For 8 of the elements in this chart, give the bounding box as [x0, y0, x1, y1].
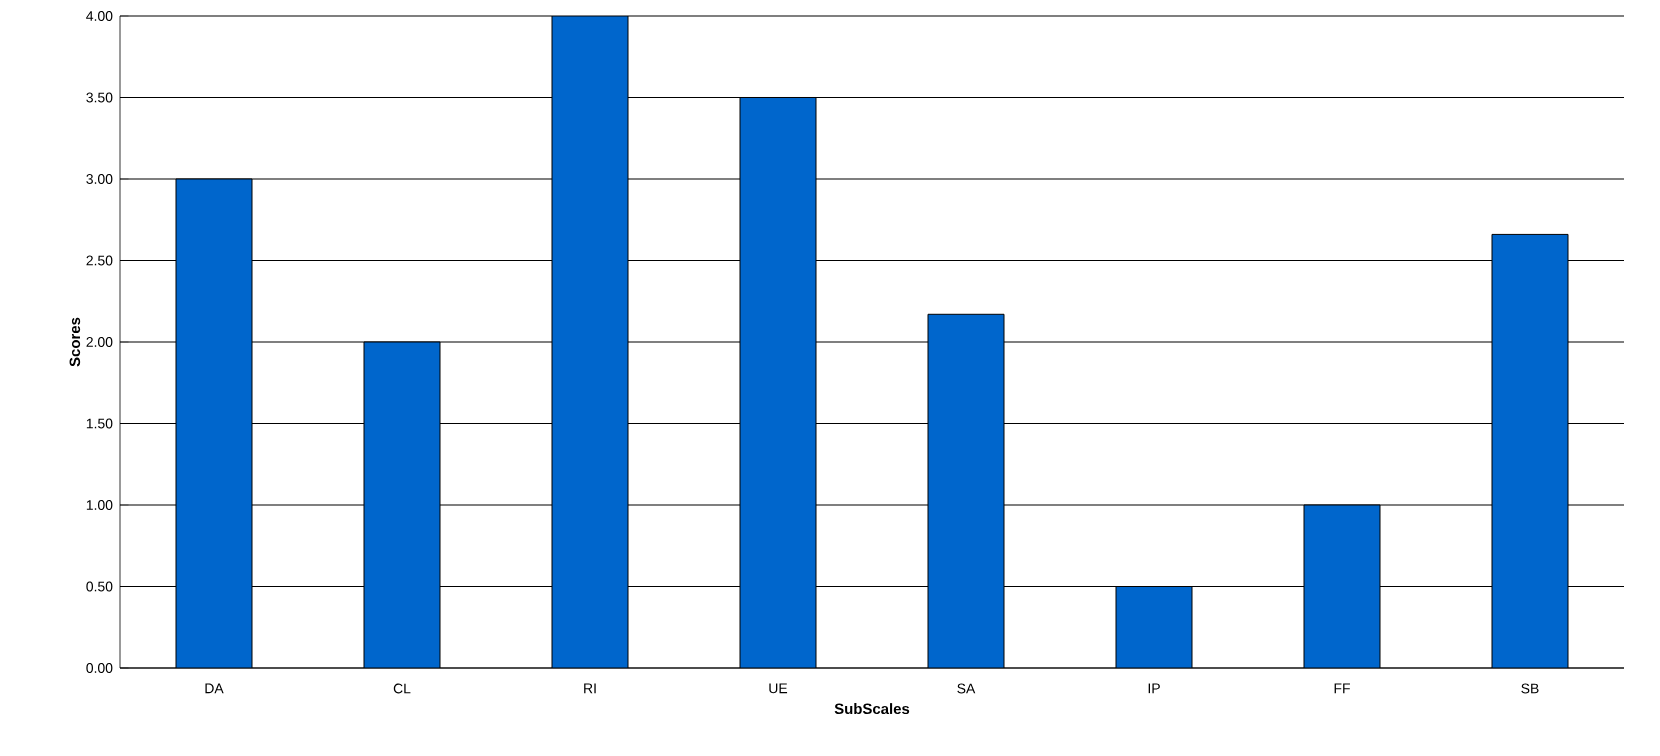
bar [175, 178, 253, 668]
bar [363, 341, 441, 668]
bar [927, 313, 1005, 668]
bar [1115, 586, 1193, 668]
bar [739, 96, 817, 668]
bar [1303, 504, 1381, 668]
bar [1491, 233, 1569, 668]
bar [551, 15, 629, 668]
